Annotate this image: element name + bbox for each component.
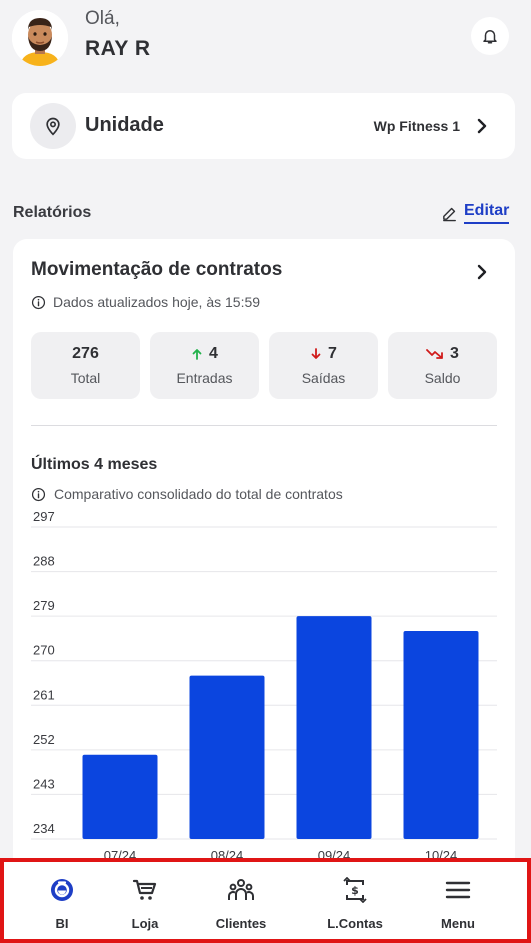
chevron-right-icon <box>477 118 487 134</box>
edit-reports-button[interactable]: Editar <box>441 202 510 224</box>
menu-icon <box>445 881 471 899</box>
nav-item-menu[interactable]: Menu <box>413 876 503 931</box>
y-tick-label: 270 <box>33 643 55 658</box>
unit-value: Wp Fitness 1 <box>373 118 460 134</box>
edit-label: Editar <box>464 202 510 224</box>
stat-exits: 7 Saídas <box>269 332 378 399</box>
nav-item-loja[interactable]: Loja <box>100 876 190 931</box>
y-tick-label: 234 <box>33 821 55 836</box>
info-icon <box>31 295 46 309</box>
stat-exits-label: Saídas <box>301 370 346 386</box>
stat-balance: 3 Saldo <box>388 332 497 399</box>
cart-icon <box>132 879 157 900</box>
chart-subtitle-row: Comparativo consolidado do total de cont… <box>31 486 343 502</box>
stat-total-label: Total <box>70 370 101 386</box>
bar-10-24[interactable] <box>403 631 479 839</box>
user-name: RAY R <box>85 37 151 60</box>
y-tick-label: 261 <box>33 687 55 702</box>
avatar-illustration-icon <box>12 10 68 66</box>
stat-entries-value: 4 <box>209 345 218 362</box>
avatar[interactable] <box>12 10 68 66</box>
stat-exits-value: 7 <box>328 345 337 362</box>
trend-down-icon <box>426 349 443 359</box>
clients-icon <box>228 879 254 900</box>
divider <box>31 425 497 426</box>
y-tick-label: 279 <box>33 598 55 613</box>
nav-item-clientes[interactable]: Clientes <box>196 876 286 931</box>
unit-label: Unidade <box>85 114 164 136</box>
pencil-icon <box>443 207 456 221</box>
contracts-report-card: Movimentação de contratos Dados atualiza… <box>13 239 515 879</box>
y-tick-label: 288 <box>33 554 55 569</box>
updated-info: Dados atualizados hoje, às 15:59 <box>31 294 260 310</box>
bi-icon <box>51 879 73 901</box>
bar-07-24[interactable] <box>82 754 158 839</box>
stat-total-value: 276 <box>72 345 99 362</box>
y-tick-label: 297 <box>33 509 55 524</box>
chart-subtitle: Comparativo consolidado do total de cont… <box>54 486 343 502</box>
info-icon <box>31 487 46 501</box>
stat-total: 276 Total <box>31 332 140 399</box>
greeting-text: Olá, <box>85 8 120 29</box>
stat-entries-label: Entradas <box>176 370 233 386</box>
nav-label-bi: BI <box>55 916 69 931</box>
bar-08-24[interactable] <box>189 675 265 839</box>
header: Olá, RAY R <box>0 0 531 80</box>
notifications-button[interactable] <box>471 17 509 55</box>
nav-label-loja: Loja <box>131 916 159 931</box>
nav-item-lcontas[interactable]: $ L.Contas <box>310 876 400 931</box>
contracts-title: Movimentação de contratos <box>31 259 283 280</box>
stat-balance-label: Saldo <box>424 370 461 386</box>
arrow-down-icon <box>311 348 321 359</box>
unit-selector[interactable]: Unidade Wp Fitness 1 <box>12 93 515 159</box>
bell-icon <box>483 30 497 44</box>
nav-label-clientes: Clientes <box>215 916 267 931</box>
contract-stats: 276 Total 4 Entradas 7 Saídas <box>31 332 497 399</box>
nav-label-lcontas: L.Contas <box>327 916 383 931</box>
y-tick-label: 252 <box>33 732 55 747</box>
accounts-icon: $ <box>343 877 367 903</box>
chart-title: Últimos 4 meses <box>31 456 158 473</box>
updated-text: Dados atualizados hoje, às 15:59 <box>53 294 261 310</box>
arrow-up-icon <box>192 349 202 360</box>
bar-09-24[interactable] <box>296 616 372 839</box>
location-pin-icon <box>46 117 60 136</box>
reports-section-title: Relatórios <box>13 204 92 221</box>
y-tick-label: 243 <box>33 776 55 791</box>
nav-item-bi[interactable]: BI <box>17 876 107 931</box>
stat-entries: 4 Entradas <box>150 332 259 399</box>
nav-label-menu: Menu <box>441 916 475 931</box>
chevron-right-icon[interactable] <box>475 263 489 281</box>
bottom-navigation: BI Loja Clientes <box>0 858 531 943</box>
location-pin-wrapper <box>30 103 76 149</box>
stat-balance-value: 3 <box>450 345 459 362</box>
svg-text:$: $ <box>351 884 359 897</box>
